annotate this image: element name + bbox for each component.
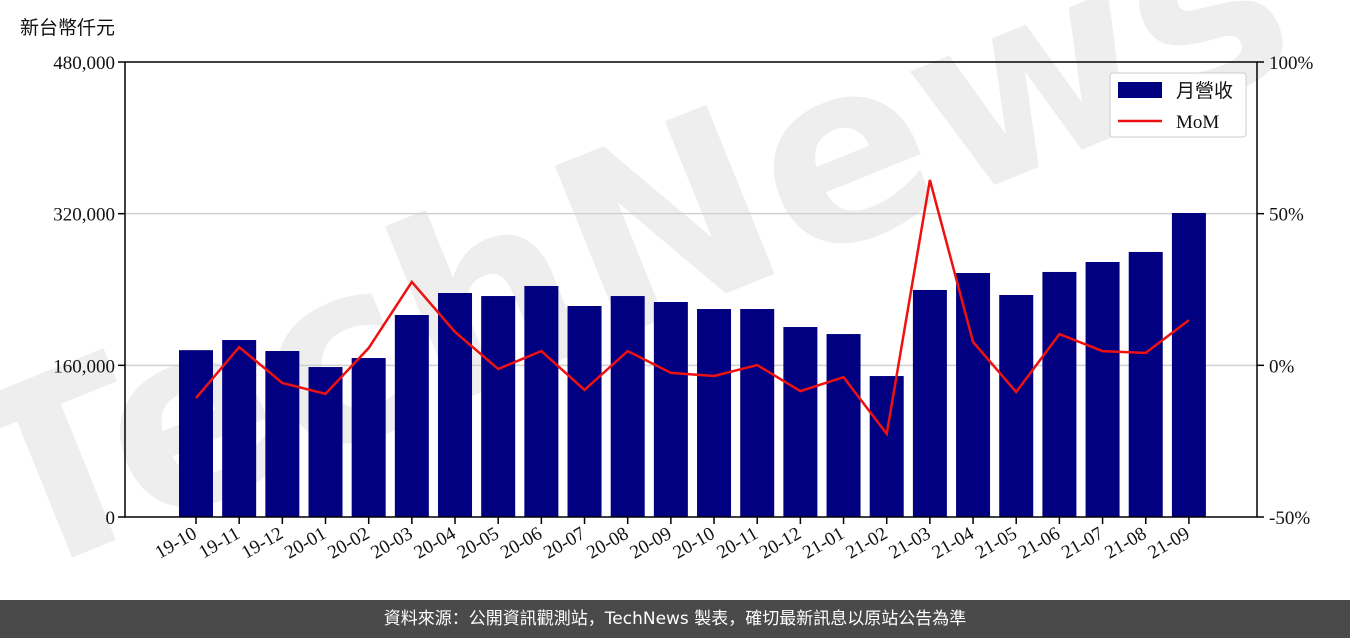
- y-axis-label: 新台幣仟元: [20, 17, 115, 39]
- bar: [610, 296, 645, 517]
- chart: 新台幣仟元 TechNews 0160,000320,000480,000-50…: [0, 0, 1327, 600]
- legend-label: 月營收: [1176, 80, 1233, 102]
- bar: [1085, 262, 1120, 517]
- bar: [869, 376, 904, 517]
- x-tick-label: 21-06: [1015, 523, 1064, 563]
- x-tick-label: 20-09: [626, 523, 675, 563]
- line: [195, 179, 1190, 437]
- x-tick-label: 21-05: [972, 523, 1021, 563]
- legend-swatch: [1118, 82, 1162, 98]
- bar: [1171, 213, 1206, 518]
- bar: [351, 358, 386, 517]
- bar: [826, 334, 861, 517]
- x-tick-label: 21-08: [1101, 523, 1150, 563]
- bar: [740, 309, 775, 517]
- y-tick-label: 480,000: [53, 53, 115, 74]
- legend-label: MoM: [1176, 112, 1219, 133]
- bar: [308, 367, 343, 517]
- x-tick-label: 20-11: [713, 523, 761, 563]
- x-tick-label: 20-04: [411, 523, 460, 564]
- bar: [481, 296, 516, 517]
- x-tick-label: 20-10: [670, 523, 719, 563]
- x-tick-label: 20-03: [367, 523, 416, 563]
- x-tick-label: 21-01: [799, 523, 848, 563]
- bar: [956, 273, 991, 517]
- x-tick-label: 21-03: [886, 523, 935, 563]
- bar: [265, 351, 300, 517]
- bar: [697, 309, 732, 517]
- plot-frame: [124, 61, 1258, 518]
- bar: [912, 289, 947, 517]
- x-tick-label: 20-12: [756, 523, 805, 563]
- x-tick-label: 21-02: [842, 523, 891, 563]
- x-tick-label: 20-05: [454, 523, 503, 563]
- bar: [999, 294, 1034, 517]
- x-tick-label: 20-08: [583, 523, 632, 563]
- bar: [567, 305, 602, 517]
- x-tick-label: 20-02: [324, 523, 373, 563]
- bar: [179, 350, 213, 517]
- bar: [653, 302, 688, 517]
- footer: 資料來源：公開資訊觀測站，TechNews 製表，確切最新訊息以原站公告為準: [0, 600, 1350, 638]
- x-tick-label: 20-06: [497, 523, 546, 563]
- y2-tick-label: 100%: [1269, 53, 1314, 74]
- bar: [438, 293, 473, 517]
- x-tick-label: 20-07: [540, 523, 589, 563]
- x-tick-label: 21-07: [1058, 523, 1107, 563]
- x-tick-label: 21-04: [929, 523, 978, 564]
- bar: [222, 340, 257, 517]
- y-tick-label: 160,000: [53, 356, 115, 377]
- y2-tick-label: -50%: [1269, 508, 1310, 529]
- bar: [1128, 251, 1163, 517]
- bar: [394, 314, 429, 517]
- bar: [783, 327, 818, 517]
- x-tick-label: 21-09: [1145, 523, 1194, 563]
- bar: [524, 285, 559, 517]
- y-tick-label: 0: [106, 508, 116, 529]
- bar: [1042, 271, 1077, 517]
- y2-tick-label: 0%: [1269, 356, 1295, 377]
- y2-tick-label: 50%: [1269, 205, 1304, 226]
- y-tick-label: 320,000: [53, 205, 115, 226]
